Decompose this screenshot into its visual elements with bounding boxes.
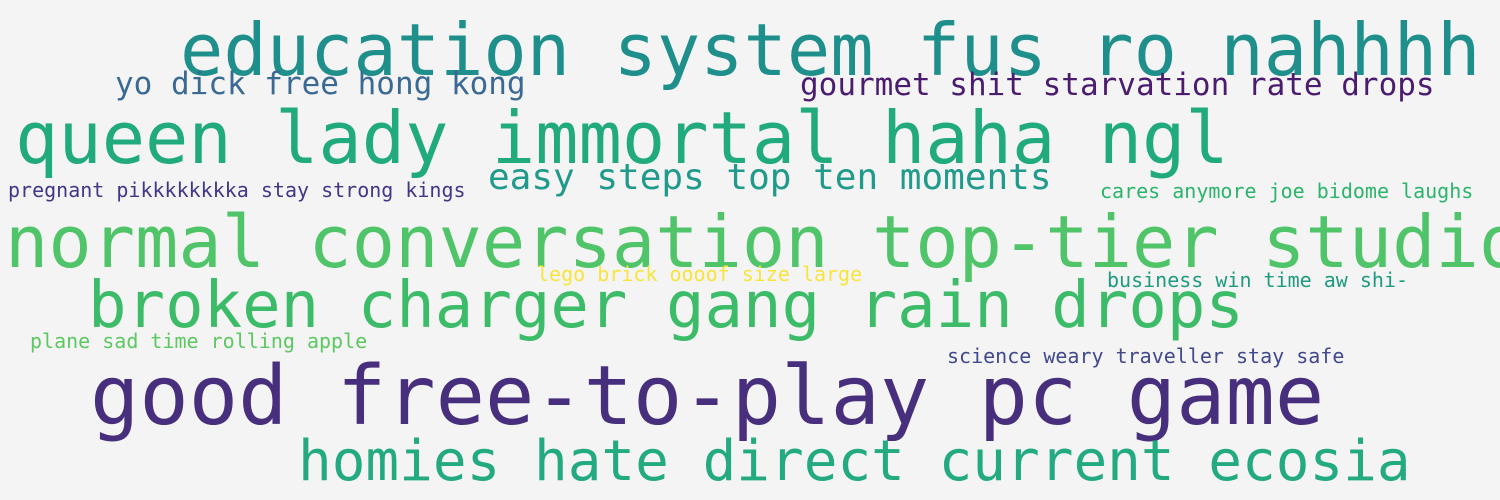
phrase-cares-anymore: cares anymore joe bidome laughs [1100, 179, 1474, 203]
phrase-normal-conversation: normal conversation top-tier studio [5, 200, 1500, 284]
phrase-good-free-to-play: good free-to-play pc game [90, 349, 1325, 444]
phrase-easy-steps: easy steps top ten moments [488, 157, 1052, 198]
phrase-pregnant: pregnant pikkkkkkkka stay strong kings [8, 178, 466, 202]
phrase-lego-brick: lego brick oooof size large [537, 262, 863, 286]
phrase-business-win: business win time aw shi- [1107, 268, 1409, 292]
phrase-science-weary: science weary traveller stay safe [947, 344, 1345, 368]
phrase-gourmet: gourmet shit starvation rate drops [800, 67, 1435, 103]
phrase-queen-lady: queen lady immortal haha ngl [15, 96, 1229, 180]
phrase-free-hong-kong: yo dick free hong kong [115, 66, 526, 102]
phrase-homies-hate: homies hate direct current ecosia [298, 429, 1411, 494]
phrase-plane-sad: plane sad time rolling apple [30, 329, 368, 353]
phrase-broken-charger: broken charger gang rain drops [88, 269, 1244, 343]
phrase-education-system: education system fus ro nahhhh [180, 8, 1481, 92]
